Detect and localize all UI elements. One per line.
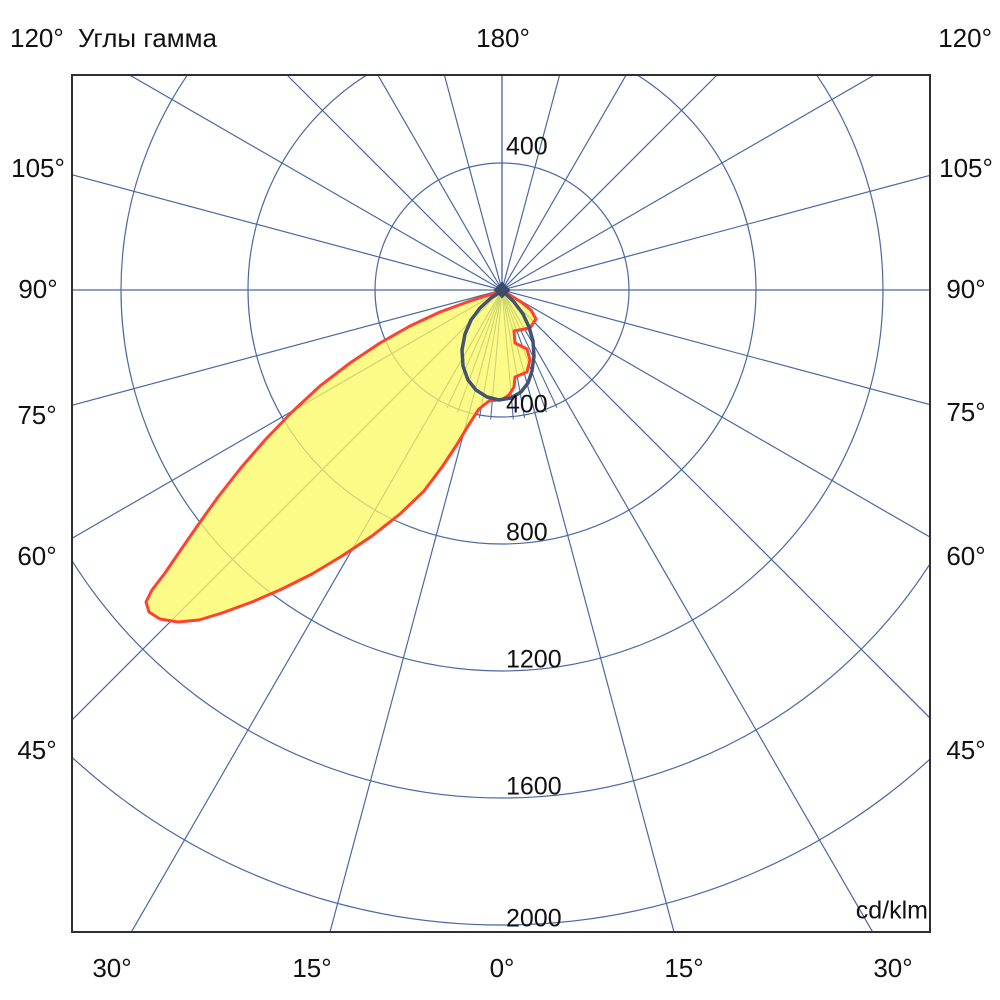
grid-ring-2000 <box>72 756 930 926</box>
corner-angle-label-top-right: 120° <box>938 23 992 53</box>
grid-radial-75 <box>501 289 930 406</box>
bottom-angle-label-15R: 15° <box>664 953 704 983</box>
bottom-angle-label-0: 0° <box>489 953 515 983</box>
grid-radial--75 <box>72 289 503 406</box>
bottom-angle-label-30L: 30° <box>92 953 132 983</box>
c90-c270-intensity-curve <box>460 289 536 402</box>
left-angle-label-75: 75° <box>17 400 57 430</box>
grid-radial-150 <box>501 75 627 291</box>
bottom-angle-label-15L: 15° <box>292 953 332 983</box>
grid-radial-45 <box>501 289 930 719</box>
left-angle-label-45: 45° <box>17 735 57 765</box>
grid-radial-105 <box>501 174 930 291</box>
top-angle-label: 180° <box>476 23 530 53</box>
ring-value-label-400-top: 400 <box>506 132 548 161</box>
right-angle-label-60: 60° <box>946 541 986 571</box>
polar-center-marker <box>493 281 511 299</box>
grid-radial--135 <box>286 75 503 291</box>
chart-title: Углы гамма <box>78 23 217 53</box>
c0-c180-intensity-curve <box>144 289 538 624</box>
right-angle-label-90: 90° <box>946 274 986 304</box>
bottom-angle-label-30R: 30° <box>873 953 913 983</box>
grid-radial-30 <box>501 289 874 932</box>
grid-radial--120 <box>128 75 503 291</box>
right-angle-label-105: 105° <box>939 153 993 183</box>
grid-radial-135 <box>501 75 718 291</box>
left-angle-label-90: 90° <box>18 274 58 304</box>
grid-radial--15 <box>329 289 503 932</box>
ring-value-label-1600: 1600 <box>506 772 562 801</box>
right-angle-label-45: 45° <box>946 735 986 765</box>
grid-radial--165 <box>443 75 503 291</box>
ring-value-label-1200: 1200 <box>506 645 562 674</box>
unit-label: cd/klm <box>855 896 928 925</box>
right-angle-label-75: 75° <box>946 397 986 427</box>
grid-radial-120 <box>501 75 876 291</box>
ring-value-label-2000: 2000 <box>506 904 562 933</box>
grid-radial-165 <box>501 75 561 291</box>
plot-frame <box>71 74 931 933</box>
ring-value-label-800: 800 <box>506 518 548 547</box>
left-angle-label-105: 105° <box>11 153 65 183</box>
ring-value-label-400: 400 <box>506 390 548 419</box>
grid-ring-1600 <box>72 559 930 799</box>
grid-radial--105 <box>72 174 503 291</box>
corner-angle-label-top-left: 120° <box>10 23 64 53</box>
grid-radial-60 <box>501 289 930 538</box>
grid-radial--150 <box>377 75 503 291</box>
grid-radial-15 <box>501 289 675 932</box>
left-angle-label-60: 60° <box>17 541 57 571</box>
